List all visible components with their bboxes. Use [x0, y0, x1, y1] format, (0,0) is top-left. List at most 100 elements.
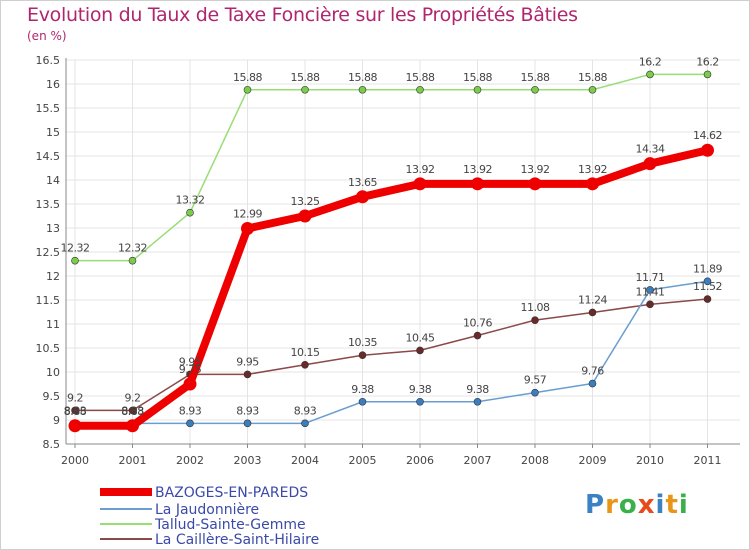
data-point: [186, 419, 194, 428]
data-label: 15.88: [233, 71, 262, 84]
data-label: 16.2: [639, 55, 662, 68]
data-label: 9.95: [179, 355, 202, 368]
data-label: 13.92: [406, 163, 435, 176]
data-label: 16.2: [696, 55, 719, 68]
x-tick-label: 2005: [349, 454, 377, 467]
data-label: 9.76: [581, 365, 604, 378]
data-label: 15.88: [291, 71, 320, 84]
legend-label-1: La Jaudonnière: [155, 502, 259, 518]
data-label: 12.32: [118, 242, 147, 255]
series-line-3: [74, 298, 709, 412]
axes: 8.599.51010.51111.51212.51313.51414.5151…: [36, 54, 740, 467]
data-label: 10.15: [291, 346, 320, 359]
data-point: [301, 85, 309, 94]
data-point: [416, 346, 424, 355]
logo-letter: t: [665, 490, 679, 520]
y-tick-label: 9: [53, 414, 60, 427]
x-tick-label: 2004: [291, 454, 319, 467]
data-label: 9.2: [125, 391, 141, 404]
y-tick-label: 13: [46, 222, 60, 235]
data-label: 8.88: [121, 405, 144, 418]
data-point: [301, 419, 309, 428]
y-tick-label: 8.5: [43, 438, 61, 451]
x-tick-label: 2002: [176, 454, 204, 467]
data-point: [298, 209, 312, 223]
legend-label-2: Tallud-Sainte-Gemme: [154, 517, 306, 533]
x-tick-label: 2010: [636, 454, 664, 467]
legend-label-3: La Caillère-Saint-Hilaire: [155, 532, 319, 548]
data-point: [646, 286, 654, 294]
data-label: 12.99: [233, 207, 262, 220]
data-point: [643, 157, 657, 171]
data-point: [301, 360, 309, 369]
data-point: [356, 190, 369, 204]
data-label: 13.32: [176, 194, 205, 207]
data-label: 13.92: [463, 163, 492, 176]
x-tick-label: 2003: [234, 454, 262, 467]
data-label: 11.89: [693, 262, 722, 275]
y-tick-label: 12.5: [36, 246, 61, 259]
data-point: [471, 177, 484, 191]
y-tick-label: 10.5: [36, 342, 61, 355]
data-point: [646, 300, 654, 309]
logo-letter: i: [678, 490, 689, 520]
data-label: 8.93: [236, 404, 259, 417]
data-label: 10.76: [463, 317, 492, 330]
data-point: [586, 177, 599, 191]
data-label: 8.88: [64, 405, 87, 418]
data-point: [243, 419, 252, 428]
data-label: 13.25: [291, 195, 320, 208]
data-point: [703, 295, 712, 303]
data-label: 8.93: [294, 404, 317, 417]
data-label: 9.57: [524, 374, 547, 387]
y-tick-label: 15: [46, 126, 60, 139]
data-point: [588, 379, 597, 388]
legend-label-0: BAZOGES-EN-PAREDS: [155, 485, 308, 501]
y-tick-label: 11: [46, 318, 60, 331]
data-point: [71, 256, 79, 265]
data-label: 9.38: [409, 383, 432, 396]
logo-letter: i: [655, 490, 666, 520]
y-tick-label: 16.5: [36, 54, 61, 67]
data-point: [588, 308, 597, 317]
data-point: [703, 277, 712, 286]
data-label: 8.93: [179, 404, 202, 417]
data-label: 8.93: [64, 404, 87, 417]
chart-title: Evolution du Taux de Taxe Foncière sur l…: [27, 4, 578, 26]
data-label: 14.34: [636, 143, 665, 156]
data-label: 12.32: [61, 242, 90, 255]
data-label: 11.71: [636, 271, 665, 284]
data-label: 15.88: [578, 71, 607, 84]
data-point: [531, 388, 539, 397]
data-label: 15.88: [463, 71, 492, 84]
data-point: [413, 177, 427, 191]
data-point: [183, 377, 197, 391]
data-point: [358, 85, 367, 94]
data-label: 9.2: [67, 391, 83, 404]
data-label: 13.92: [578, 163, 607, 176]
data-point: [703, 70, 712, 79]
data-point: [128, 406, 137, 415]
data-label: 14.62: [693, 129, 722, 142]
data-label: 13.92: [521, 163, 550, 176]
data-label: 11.41: [636, 285, 665, 298]
data-label: 8.93: [121, 404, 144, 417]
data-label: 15.88: [348, 71, 377, 84]
y-tick-label: 9.5: [43, 390, 61, 403]
data-point: [473, 331, 482, 340]
data-label: 10.45: [406, 331, 435, 344]
data-label: 15.88: [521, 71, 550, 84]
data-point: [416, 397, 424, 406]
data-point: [701, 143, 714, 157]
y-tick-label: 16: [46, 78, 60, 91]
data-point: [71, 406, 79, 415]
data-point: [473, 397, 482, 406]
y-tick-label: 12: [46, 270, 60, 283]
x-tick-label: 2006: [406, 454, 434, 467]
y-tick-label: 15.5: [36, 102, 61, 115]
x-tick-label: 2011: [694, 454, 722, 467]
unit-label: (en %): [27, 29, 67, 43]
